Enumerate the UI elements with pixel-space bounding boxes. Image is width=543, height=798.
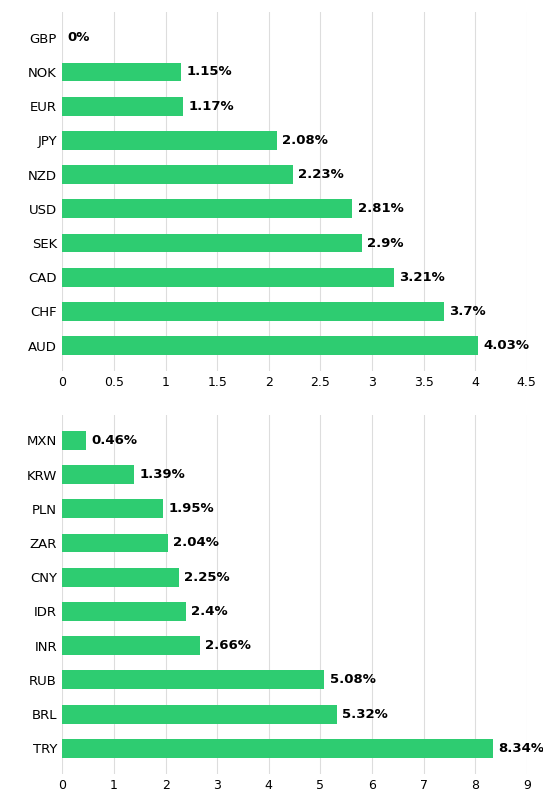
Text: 2.25%: 2.25% — [184, 571, 229, 583]
Text: 2.23%: 2.23% — [298, 168, 343, 181]
Text: 5.08%: 5.08% — [330, 674, 376, 686]
Text: 3.21%: 3.21% — [399, 271, 445, 284]
Bar — [62, 568, 179, 587]
Bar — [62, 336, 478, 355]
Bar — [62, 234, 362, 252]
Bar — [62, 670, 325, 689]
Text: 4.03%: 4.03% — [483, 339, 529, 352]
Bar — [62, 200, 352, 218]
Text: 1.39%: 1.39% — [140, 468, 185, 481]
Bar — [62, 705, 337, 724]
Text: 5.32%: 5.32% — [342, 708, 388, 721]
Text: 2.04%: 2.04% — [173, 536, 219, 550]
Text: 0%: 0% — [67, 31, 90, 44]
Bar — [62, 131, 277, 150]
Bar — [62, 97, 183, 116]
Bar — [62, 268, 394, 286]
Text: 1.15%: 1.15% — [186, 65, 232, 78]
Text: 2.08%: 2.08% — [282, 134, 328, 147]
Text: 3.7%: 3.7% — [450, 305, 486, 318]
Bar — [62, 165, 293, 184]
Text: 1.17%: 1.17% — [188, 100, 234, 113]
Text: 0.46%: 0.46% — [91, 434, 137, 447]
Text: 1.95%: 1.95% — [168, 502, 214, 516]
Bar — [62, 534, 168, 552]
Text: 2.81%: 2.81% — [357, 203, 403, 215]
Text: 2.4%: 2.4% — [192, 605, 228, 618]
Bar — [62, 465, 134, 484]
Bar — [62, 636, 200, 655]
Bar — [62, 602, 186, 621]
Bar — [62, 739, 493, 758]
Bar — [62, 431, 86, 450]
Bar — [62, 62, 181, 81]
Bar — [62, 500, 163, 518]
Text: 8.34%: 8.34% — [498, 742, 543, 755]
Text: 2.66%: 2.66% — [205, 639, 251, 652]
Text: 2.9%: 2.9% — [367, 236, 403, 250]
Bar — [62, 302, 444, 321]
